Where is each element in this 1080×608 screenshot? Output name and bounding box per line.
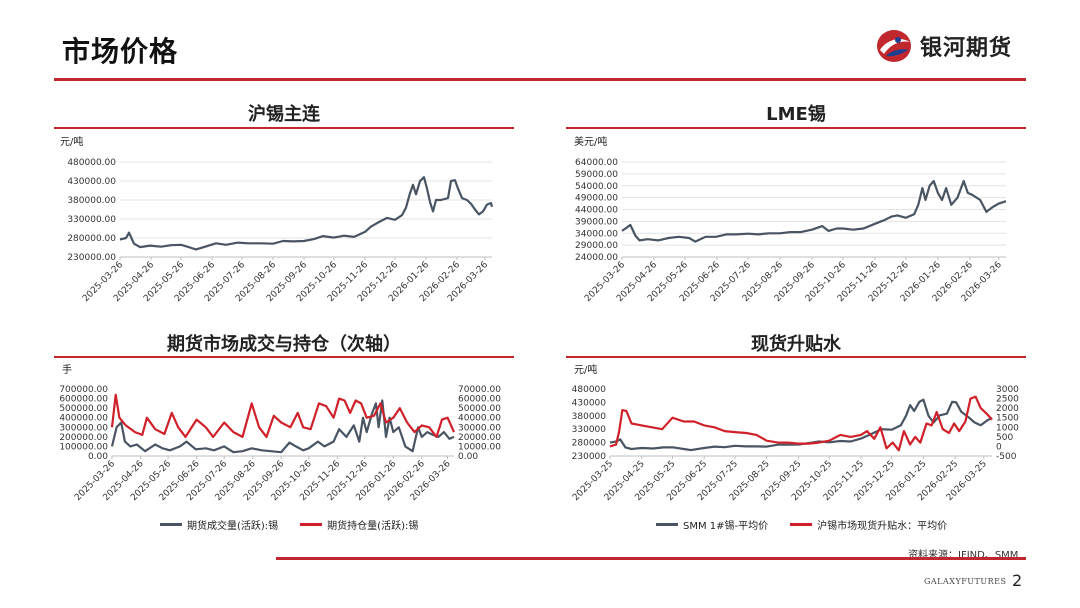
series-line-0 <box>110 399 455 454</box>
y-tick-label: 59000.00 <box>575 170 618 180</box>
series-line-1 <box>609 395 993 452</box>
y-tick-label: 500000.00 <box>59 404 108 414</box>
y-tick-label: 54000.00 <box>575 182 618 192</box>
data-source: 资料来源：IFIND、SMM <box>908 550 1019 561</box>
logo-text: 银河期货 <box>920 36 1013 61</box>
y-tick-label: 480000.00 <box>67 158 116 168</box>
y-tick-label: 480000 <box>572 385 607 395</box>
y2-tick-label: 50000.00 <box>458 404 501 414</box>
chart-title: 沪锡主连 <box>248 104 320 125</box>
chart-plot: 0.00100000.00200000.00300000.00400000.00… <box>59 385 501 503</box>
chart-title: 期货市场成交与持仓（次轴） <box>167 334 401 355</box>
y2-tick-label: 2000 <box>996 404 1019 414</box>
y-tick-label: 230000.00 <box>67 253 116 263</box>
y2-tick-label: 0.00 <box>458 452 478 462</box>
y2-tick-label: 70000.00 <box>458 385 501 395</box>
y-tick-label: 49000.00 <box>575 194 618 204</box>
legend-item-volume: 期货成交量(活跃):锡 <box>160 517 278 532</box>
chart-volume-oi: 期货市场成交与持仓（次轴） 手 0.00 100000.00 200000.00 30… <box>54 330 514 540</box>
y2-tick-label: 1000 <box>996 423 1019 433</box>
y-tick-label: 380000.00 <box>67 196 116 206</box>
y2-tick-label: -500 <box>996 452 1017 462</box>
y2-tick-label: 0 <box>996 442 1002 452</box>
y2-tick-label: 500 <box>996 433 1013 443</box>
legend-label: 期货成交量(活跃):锡 <box>187 521 279 532</box>
chart-title: LME锡 <box>766 104 826 125</box>
y2-tick-label: 3000 <box>996 385 1019 395</box>
legend-swatch <box>656 523 678 526</box>
legend-item-smm-price: SMM 1#锡-平均价 <box>656 517 768 532</box>
y2-tick-label: 2500 <box>996 395 1019 405</box>
y-tick-label: 280000.00 <box>67 234 116 244</box>
y-tick-label: 330000 <box>572 425 607 435</box>
page-title: 市场价格 <box>62 35 179 68</box>
y2-tick-label: 40000.00 <box>458 414 501 424</box>
y-tick-label: 24000.00 <box>575 253 618 263</box>
y-tick-label: 430000.00 <box>67 177 116 187</box>
series-line-0 <box>119 176 494 251</box>
y-axis-unit: 元/吨 <box>60 137 84 148</box>
chart-shfe-tin: 沪锡主连 元/吨 230000.00 280000.00 330000.00 3800… <box>54 100 514 320</box>
footer-brand: GALAXYFUTURES <box>924 577 1007 586</box>
y-tick-label: 700000.00 <box>59 385 108 395</box>
galaxy-logo-icon <box>877 30 911 62</box>
legend-swatch <box>790 523 813 526</box>
chart-plot: 230000.00 280000.00 330000.00 380000.00 4300… <box>67 158 494 304</box>
page-number: 2 <box>1012 571 1023 590</box>
legend-label: 期货持仓量(活跃):锡 <box>327 521 419 532</box>
y-tick-label: 29000.00 <box>575 241 618 251</box>
footer-divider <box>276 557 1026 560</box>
brand-logo: 银河期货 <box>874 26 1012 66</box>
chart-lme-tin: LME锡 美元/吨 24000.00 29000.00 34000.00 39000.… <box>566 100 1026 320</box>
y-tick-label: 100000.00 <box>59 442 108 452</box>
chart-divider <box>54 356 514 358</box>
y2-tick-label: 30000.00 <box>458 423 501 433</box>
chart-legend: 期货成交量(活跃):锡 期货持仓量(活跃):锡 <box>160 517 418 532</box>
chart-plot: 230000 280000 330000 380000 430000 480000 -500… <box>571 385 1019 503</box>
y-tick-label: 430000 <box>572 398 607 408</box>
y-tick-label: 0.00 <box>88 452 108 462</box>
y-axis-unit: 元/吨 <box>574 365 598 376</box>
chart-divider <box>54 127 514 129</box>
y2-tick-label: 20000.00 <box>458 433 501 443</box>
header-divider <box>54 78 1026 81</box>
series-line-0 <box>609 398 993 452</box>
series-line-1 <box>110 393 456 439</box>
y-tick-label: 39000.00 <box>575 217 618 227</box>
y-tick-label: 330000.00 <box>67 215 116 225</box>
legend-label: SMM 1#锡-平均价 <box>683 521 769 532</box>
chart-spot-basis: 现货升贴水 元/吨 230000 280000 330000 380000 430000… <box>566 330 1026 540</box>
legend-label: 沪锡市场现货升贴水：平均价 <box>817 521 948 532</box>
y-axis-unit: 美元/吨 <box>574 137 608 148</box>
chart-divider <box>566 127 1026 129</box>
y-axis-unit: 手 <box>62 365 72 376</box>
legend-item-spot-basis: 沪锡市场现货升贴水：平均价 <box>790 517 947 532</box>
chart-legend: SMM 1#锡-平均价 沪锡市场现货升贴水：平均价 <box>656 517 947 532</box>
series-line-0 <box>621 179 1007 243</box>
y-tick-label: 64000.00 <box>575 158 618 168</box>
chart-title: 现货升贴水 <box>751 334 841 355</box>
legend-swatch <box>300 523 323 526</box>
y-tick-label: 400000.00 <box>59 414 108 424</box>
y2-tick-label: 10000.00 <box>458 442 501 452</box>
y-tick-label: 280000 <box>572 439 607 449</box>
chart-plot: 24000.00 29000.00 34000.00 39000.0044000.00… <box>575 158 1007 304</box>
legend-swatch <box>160 523 182 526</box>
y2-tick-label: 1500 <box>996 414 1019 424</box>
legend-item-open-interest: 期货持仓量(活跃):锡 <box>300 517 418 532</box>
y-tick-label: 380000 <box>572 412 607 422</box>
y-tick-label: 600000.00 <box>59 395 108 405</box>
y-tick-label: 200000.00 <box>59 433 108 443</box>
y2-tick-label: 60000.00 <box>458 395 501 405</box>
chart-divider <box>566 356 1026 358</box>
y-tick-label: 230000 <box>572 452 607 462</box>
y-tick-label: 34000.00 <box>575 229 618 239</box>
y-tick-label: 300000.00 <box>59 423 108 433</box>
y-tick-label: 44000.00 <box>575 206 618 216</box>
